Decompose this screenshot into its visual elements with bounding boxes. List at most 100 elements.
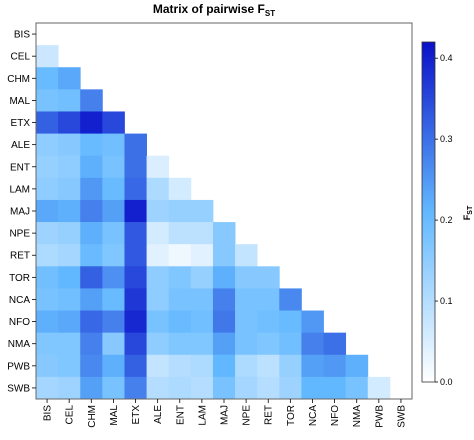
column-label-tor: TOR: [286, 405, 297, 426]
heatmap-cell-nma-etx: [124, 332, 147, 356]
row-label-lam: LAM: [9, 184, 30, 195]
heatmap-cell-npe-ale: [146, 222, 170, 245]
heatmap-cell-nca-ret: [257, 288, 280, 311]
heatmap-cell-lam-chm: [80, 177, 103, 201]
row-label-mal: MAL: [9, 96, 30, 107]
heatmap-cell-swb-etx: [124, 376, 147, 400]
heatmap-cell-mal-cel: [58, 89, 81, 112]
heatmap-cell-nma-maj: [212, 332, 236, 356]
heatmap-cell-nma-ale: [146, 332, 170, 356]
column-label-nca: NCA: [308, 405, 319, 426]
heatmap-cell-pwb-lam: [190, 354, 214, 378]
heatmap-cell-ale-etx: [124, 133, 147, 157]
row-label-ale: ALE: [11, 140, 30, 151]
heatmap-cell-swb-nma: [345, 376, 369, 400]
heatmap-cell-nma-cel: [58, 332, 81, 356]
heatmap-cell-nfo-nca: [301, 310, 324, 334]
row-label-maj: MAJ: [10, 207, 30, 218]
heatmap-cell-cel-bis: [36, 45, 59, 68]
heatmap-cell-nma-nfo: [323, 332, 347, 356]
row-label-ent: ENT: [10, 162, 30, 173]
heatmap-cell-swb-ret: [257, 376, 280, 400]
row-labels: BIS CEL CHM MAL ETX ALE ENT LAM MAJ NPE RET TOR NCA N…: [7, 30, 36, 394]
heatmap-cell-ale-mal: [102, 133, 125, 157]
heatmap-cell-lam-cel: [58, 177, 81, 201]
heatmap-cell-nma-npe: [235, 332, 258, 356]
column-label-nma: NMA: [352, 405, 363, 428]
heatmap-cell-swb-cel: [58, 376, 81, 400]
heatmap-cell-npe-lam: [190, 222, 214, 245]
colorbar: [421, 41, 436, 383]
column-label-chm: CHM: [87, 405, 98, 428]
heatmap-cell-ent-ale: [146, 155, 170, 179]
heatmap-cell-nca-npe: [235, 288, 258, 311]
heatmap-cell-etx-chm: [80, 111, 103, 134]
column-label-pwb: PWB: [374, 405, 385, 428]
heatmap-cell-pwb-mal: [102, 354, 125, 378]
heatmap-cell-ret-ale: [146, 244, 170, 267]
heatmap-cell-tor-maj: [212, 266, 236, 289]
heatmap-cell-ret-mal: [102, 244, 125, 267]
heatmap-cell-tor-cel: [58, 266, 81, 289]
heatmap-cell-etx-cel: [58, 111, 81, 134]
heatmap-cell-nfo-chm: [80, 310, 103, 334]
heatmap-cell-pwb-cel: [58, 354, 81, 378]
row-label-chm: CHM: [7, 74, 30, 85]
heatmap-cell-maj-ent: [168, 199, 192, 223]
heatmap-cell-swb-npe: [235, 376, 258, 400]
heatmap-cell-swb-ale: [146, 376, 170, 400]
heatmap-cell-swb-nca: [301, 376, 324, 400]
heatmap-cell-tor-ret: [257, 266, 280, 289]
heatmap-cell-ent-chm: [80, 155, 103, 179]
heatmap-cell-npe-cel: [58, 222, 81, 245]
heatmap-cell-ent-etx: [124, 155, 147, 179]
heatmap-cell-ret-npe: [235, 244, 258, 267]
heatmap-cell-lam-bis: [36, 177, 59, 201]
heatmap-cell-nca-ent: [168, 288, 192, 311]
heatmap-cell-pwb-bis: [36, 354, 59, 378]
heatmap-cell-pwb-maj: [212, 354, 236, 378]
row-label-etx: ETX: [11, 118, 31, 129]
heatmap-cell-nfo-etx: [124, 310, 147, 334]
row-label-npe: NPE: [9, 229, 30, 240]
heatmap-cell-lam-etx: [124, 177, 147, 201]
heatmap-cell-nma-ent: [168, 332, 192, 356]
column-label-lam: LAM: [197, 405, 208, 426]
heatmap-cell-ret-lam: [190, 244, 214, 267]
heatmap-cell-nca-etx: [124, 288, 147, 311]
heatmap-cell-npe-maj: [212, 222, 236, 245]
column-label-ret: RET: [264, 405, 275, 425]
heatmap-cell-nca-cel: [58, 288, 81, 311]
heatmap-cell-pwb-npe: [235, 354, 258, 378]
heatmap-cell-swb-bis: [36, 376, 59, 400]
heatmap-cell-pwb-tor: [279, 354, 302, 378]
heatmap-cell-nfo-mal: [102, 310, 125, 334]
colorbar-label-subscript: ST: [467, 205, 474, 215]
heatmap-cell-nma-lam: [190, 332, 214, 356]
heatmap-cell-etx-bis: [36, 111, 59, 134]
heatmap-cell-nma-bis: [36, 332, 59, 356]
column-label-ale: ALE: [153, 405, 164, 424]
heatmap-cell-nca-lam: [190, 288, 214, 311]
heatmap-cell-nfo-ale: [146, 310, 170, 334]
heatmap-cell-pwb-ale: [146, 354, 170, 378]
chart-title: Matrix of pairwise FST: [153, 2, 275, 18]
heatmap-cell-maj-etx: [124, 199, 147, 223]
heatmap-cell-chm-cel: [58, 67, 81, 90]
heatmap-cell-ret-ent: [168, 244, 192, 267]
heatmap-cells: [36, 45, 391, 400]
colorbar-tick-label: 0.2: [440, 215, 453, 225]
heatmap-cell-ret-cel: [58, 244, 81, 267]
colorbar-tick-label: 0.3: [440, 134, 453, 144]
chart-title-subscript: ST: [265, 9, 275, 18]
heatmap-cell-npe-bis: [36, 222, 59, 245]
chart-title-main: Matrix of pairwise F: [153, 2, 265, 16]
heatmap-cell-nfo-npe: [235, 310, 258, 334]
heatmap-cell-nca-bis: [36, 288, 59, 311]
heatmap-cell-nfo-bis: [36, 310, 59, 334]
heatmap-cell-lam-ent: [168, 177, 192, 201]
column-label-swb: SWB: [396, 405, 407, 428]
row-label-ret: RET: [10, 251, 30, 262]
heatmap-cell-nfo-maj: [212, 310, 236, 334]
